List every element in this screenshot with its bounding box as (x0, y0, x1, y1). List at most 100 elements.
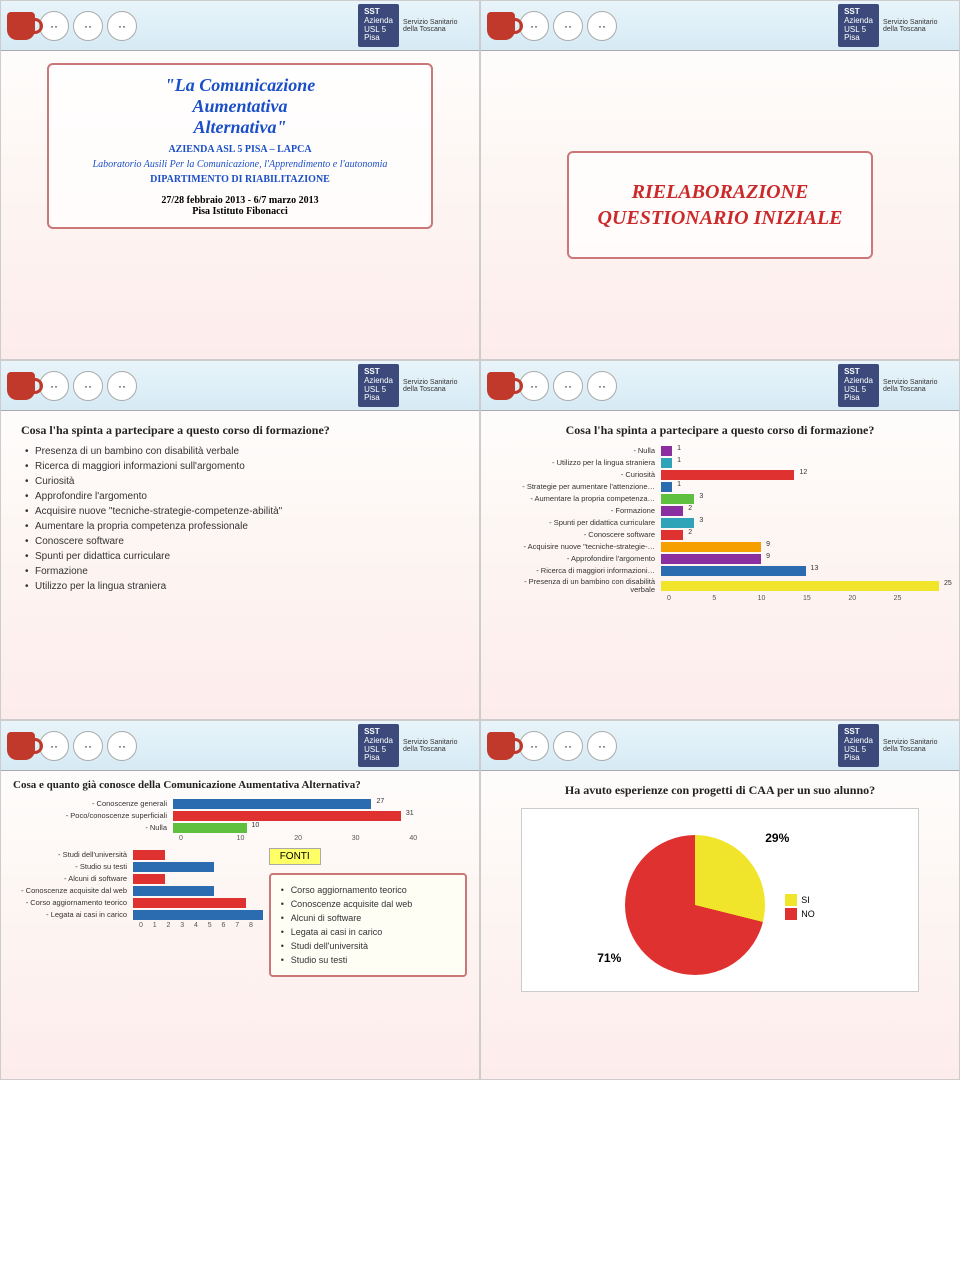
hbar-chart: - Nulla1 - Utilizzo per la lingua stranie… (501, 446, 939, 593)
hbar-fill (661, 530, 683, 540)
hbar-row: - Nulla1 (501, 446, 939, 456)
sst-subtitle: Servizio Sanitario della Toscana (403, 739, 473, 753)
hbar-label: - Studio su testi (13, 863, 133, 871)
subtitle-lab: Laboratorio Ausili Per la Comunicazione,… (59, 159, 420, 170)
slide-2: ·· ·· ·· SSTAziendaUSL 5Pisa Servizio Sa… (480, 0, 960, 360)
hbar-fill (661, 581, 939, 591)
fonti-item: Studio su testi (281, 955, 459, 965)
slide-header: ·· ·· ·· SSTAziendaUSL 5Pisa Servizio Sa… (481, 361, 959, 411)
hbar-label: - Conoscere software (501, 531, 661, 539)
face-icon: ·· (587, 11, 617, 41)
hbar-label: - Strategie per aumentare l'attenzione… (501, 483, 661, 491)
hbar-row: - Curiosità12 (501, 470, 939, 480)
fonti-item: Legata ai casi in carico (281, 927, 459, 937)
hbar-label: - Formazione (501, 507, 661, 515)
hbar-row: - Presenza di un bambino con disabilità … (501, 578, 939, 593)
legend-label-si: SI (801, 895, 810, 905)
hbar-row: - Corso aggiornamento teorico (13, 898, 263, 908)
hbar-row: - Poco/conoscenze superficiali31 (13, 811, 467, 821)
face-icon: ·· (519, 731, 549, 761)
slide-6: ·· ·· ·· SSTAziendaUSL 5Pisa Servizio Sa… (480, 720, 960, 1080)
hbar-value: 10 (252, 822, 260, 829)
main-title-2: Aumentativa (59, 96, 420, 117)
sst-badge: SSTAziendaUSL 5Pisa (838, 4, 879, 47)
hbar-row: - Nulla10 (13, 823, 467, 833)
bullet-item: Ricerca di maggiori informazioni sull'ar… (25, 461, 459, 472)
hbar-label: - Approfondire l'argomento (501, 555, 661, 563)
hbar-label: - Aumentare la propria competenza… (501, 495, 661, 503)
hbar-label: - Corso aggiornamento teorico (13, 899, 133, 907)
hbar-fill (661, 482, 672, 492)
hbar-row: - Utilizzo per la lingua straniera1 (501, 458, 939, 468)
hbar-fill (173, 799, 371, 809)
hbar-value: 9 (766, 553, 770, 560)
hbar-row: - Spunti per didattica curriculare3 (501, 518, 939, 528)
slide-1: ·· ·· ·· SSTAziendaUSL 5Pisa Servizio Sa… (0, 0, 480, 360)
hbar-fill (661, 494, 694, 504)
rework-title-1: RIELABORAZIONE (579, 179, 862, 205)
sst-badge: SSTAziendaUSL 5Pisa (358, 724, 399, 767)
chart-axis: 012345678 (139, 922, 263, 929)
hbar-fill (661, 566, 806, 576)
hbar-value: 1 (677, 445, 681, 452)
hbar-label: - Legata ai casi in carico (13, 911, 133, 919)
legend-swatch-no (785, 908, 797, 920)
hbar-row: - Conoscenze acquisite dal web (13, 886, 263, 896)
hbar-fill (133, 874, 165, 884)
hbar-fill (173, 823, 247, 833)
hbar-row: - Acquisire nuove "tecniche-strategie-…9 (501, 542, 939, 552)
rework-title-2: QUESTIONARIO INIZIALE (579, 205, 862, 231)
place: Pisa Istituto Fibonacci (59, 206, 420, 217)
face-icon: ·· (553, 11, 583, 41)
hbar-fill (173, 811, 401, 821)
hbar-fill (661, 470, 794, 480)
bullet-list: Presenza di un bambino con disabilità ve… (21, 446, 459, 592)
cup-icon (487, 732, 515, 760)
cup-icon (7, 372, 35, 400)
hbar-fill (661, 518, 694, 528)
face-icon: ·· (107, 731, 137, 761)
bullet-item: Utilizzo per la lingua straniera (25, 581, 459, 592)
hbar-value: 3 (699, 493, 703, 500)
bullet-item: Conoscere software (25, 536, 459, 547)
hbar-value: 25 (944, 580, 952, 587)
bullet-item: Curiosità (25, 476, 459, 487)
face-icon: ·· (73, 731, 103, 761)
hbar-value: 1 (677, 457, 681, 464)
fonti-item: Studi dell'università (281, 941, 459, 951)
face-icon: ·· (519, 11, 549, 41)
subtitle-org: AZIENDA ASL 5 PISA – LAPCA (59, 144, 420, 155)
hbar-row: - Ricerca di maggiori informazioni…13 (501, 566, 939, 576)
hbar-label: - Ricerca di maggiori informazioni… (501, 567, 661, 575)
slide-header: ·· ·· ·· SSTAziendaUSL 5Pisa Servizio Sa… (1, 361, 479, 411)
hbar-fill (133, 898, 246, 908)
face-icon: ·· (39, 371, 69, 401)
hbar-row: - Alcuni di software (13, 874, 263, 884)
sst-badge: SSTAziendaUSL 5Pisa (838, 364, 879, 407)
face-icon: ·· (107, 371, 137, 401)
hbar-fill (661, 446, 672, 456)
hbar-label: - Conoscenze acquisite dal web (13, 887, 133, 895)
sst-badge: SSTAziendaUSL 5Pisa (838, 724, 879, 767)
pie-chart: 29% 71% (625, 835, 765, 975)
legend-label-no: NO (801, 909, 815, 919)
bullet-item: Approfondire l'argomento (25, 491, 459, 502)
bullet-item: Formazione (25, 566, 459, 577)
sst-subtitle: Servizio Sanitario della Toscana (883, 379, 953, 393)
sst-badge: SSTAziendaUSL 5Pisa (358, 364, 399, 407)
hbar-value: 2 (688, 505, 692, 512)
face-icon: ·· (553, 731, 583, 761)
hbar-chart-bottom: - Studi dell'università- Studio su testi… (13, 850, 263, 920)
hbar-row: - Approfondire l'argomento 9 (501, 554, 939, 564)
page: ·· ·· ·· SSTAziendaUSL 5Pisa Servizio Sa… (0, 0, 960, 1080)
hbar-value: 1 (677, 481, 681, 488)
hbar-row: - Conoscenze generali27 (13, 799, 467, 809)
hbar-value: 12 (799, 469, 807, 476)
hbar-value: 9 (766, 541, 770, 548)
bullet-item: Spunti per didattica curriculare (25, 551, 459, 562)
hbar-row: - Conoscere software2 (501, 530, 939, 540)
bullet-item: Acquisire nuove "tecniche-strategie-comp… (25, 506, 459, 517)
chart-axis: 0510152025 (667, 595, 939, 602)
fonti-item: Conoscenze acquisite dal web (281, 899, 459, 909)
hbar-label: - Poco/conoscenze superficiali (13, 812, 173, 820)
